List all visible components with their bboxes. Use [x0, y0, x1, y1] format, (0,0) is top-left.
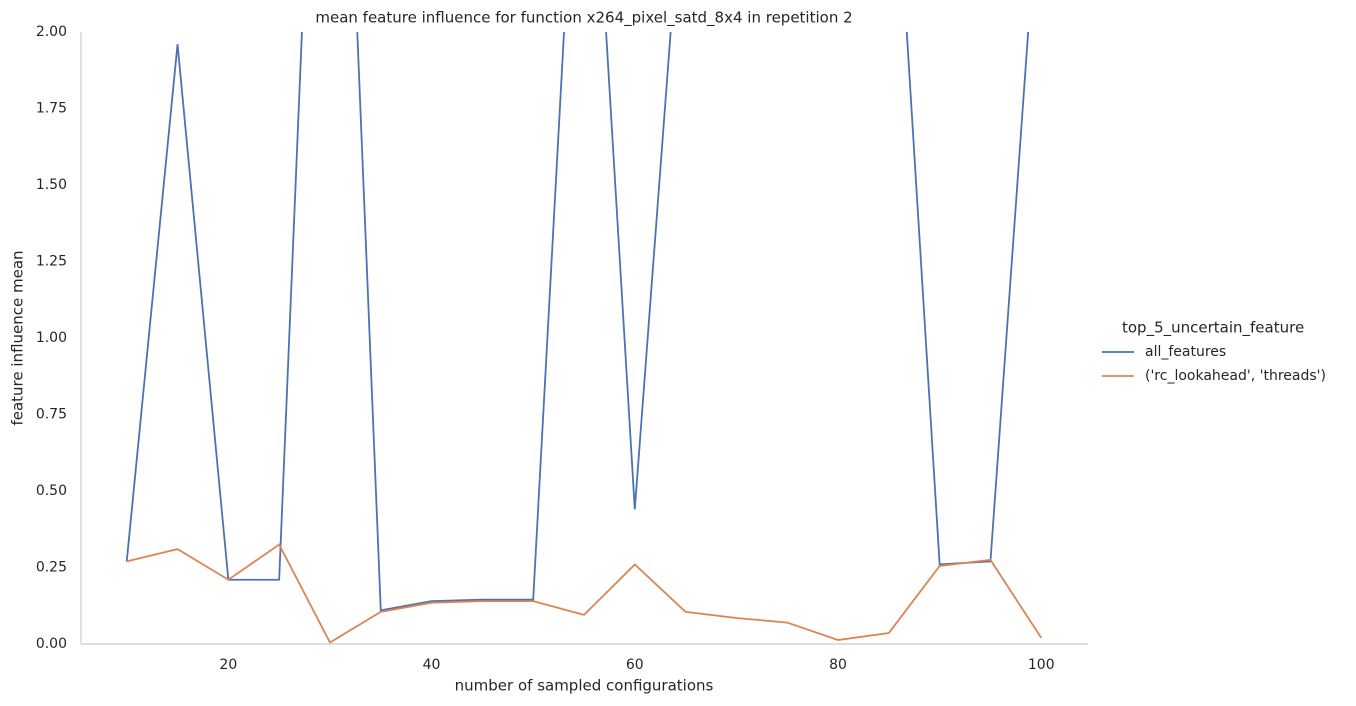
- y-tick-label: 0.50: [36, 483, 67, 499]
- y-tick-label: 1.50: [36, 177, 67, 193]
- legend-title: top_5_uncertain_feature: [1122, 319, 1304, 338]
- x-tick-label: 40: [423, 657, 441, 673]
- y-tick-label: 2.00: [36, 24, 67, 40]
- legend-label: all_features: [1145, 344, 1226, 360]
- y-tick-label: 1.75: [36, 101, 67, 117]
- plot-area: [125, 32, 1043, 644]
- y-tick-label: 0.00: [36, 636, 67, 652]
- y-axis-label: feature influence mean: [9, 250, 27, 425]
- line-series: [126, 543, 1043, 644]
- y-tick-label: 1.00: [36, 330, 67, 346]
- legend-label: ('rc_lookahead', 'threads'): [1145, 368, 1326, 384]
- y-tick-label: 0.75: [36, 407, 67, 423]
- x-tick-label: 60: [626, 657, 644, 673]
- chart-title: mean feature influence for function x264…: [315, 9, 852, 28]
- y-tick-label: 0.25: [36, 560, 67, 576]
- x-axis-label: number of sampled configurations: [455, 677, 714, 695]
- x-tick-label: 20: [219, 657, 237, 673]
- x-tick-label: 80: [829, 657, 847, 673]
- x-tick-label: 100: [1028, 657, 1055, 673]
- y-tick-label: 1.25: [36, 254, 67, 270]
- line-series: [125, 32, 1030, 612]
